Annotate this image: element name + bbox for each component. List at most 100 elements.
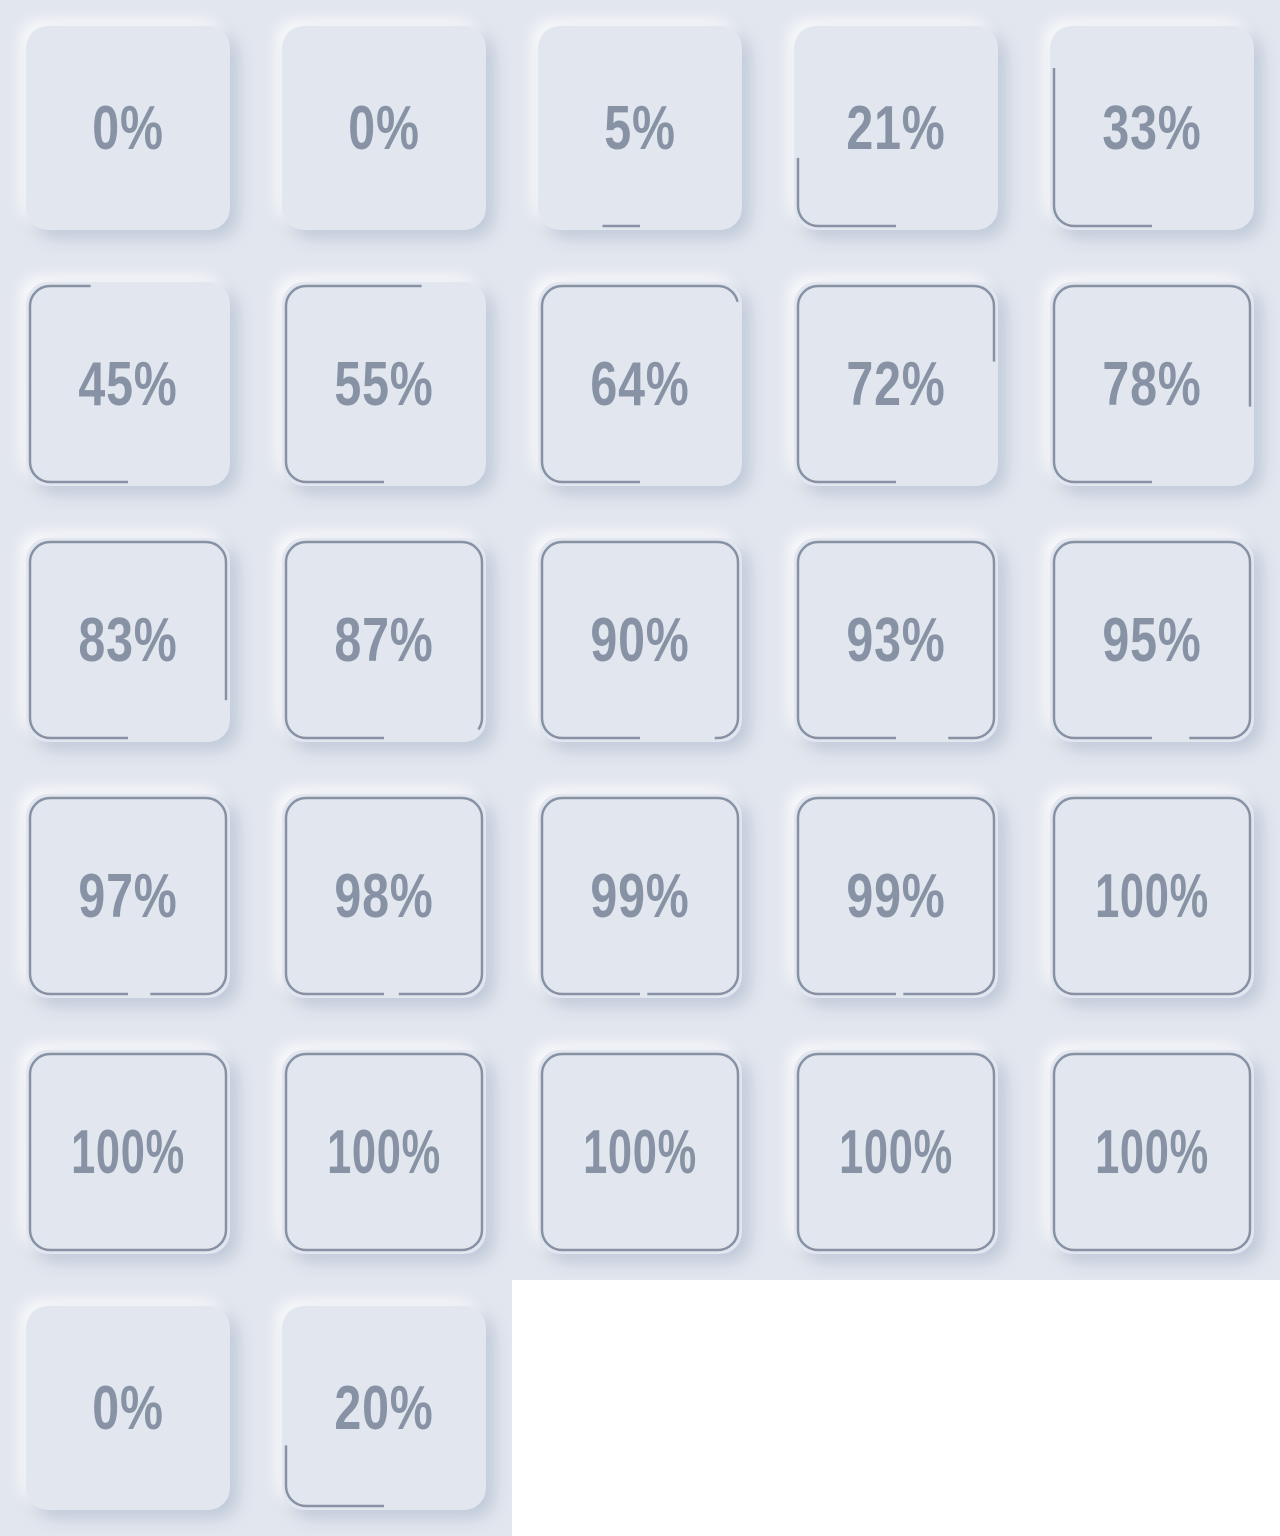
progress-arc	[28, 796, 228, 996]
progress-indicator-tile: 0%	[282, 26, 486, 230]
progress-percentage-label: 72%	[846, 349, 946, 419]
progress-border	[28, 540, 228, 740]
progress-indicator-tile: 97%	[26, 794, 230, 998]
progress-indicator-tile: 93%	[794, 538, 998, 742]
progress-percentage-label: 33%	[1102, 93, 1202, 163]
progress-percentage-label: 0%	[92, 93, 164, 163]
progress-arc	[1052, 1052, 1252, 1252]
progress-border	[796, 284, 996, 484]
progress-border	[540, 1052, 740, 1252]
progress-border	[796, 1052, 996, 1252]
progress-border	[1052, 284, 1252, 484]
progress-arc	[1052, 796, 1252, 996]
progress-indicator-tile: 95%	[1050, 538, 1254, 742]
progress-percentage-label: 100%	[1095, 1117, 1209, 1187]
progress-border	[1052, 796, 1252, 996]
progress-indicator-tile: 100%	[794, 1050, 998, 1254]
progress-indicator-tile: 100%	[26, 1050, 230, 1254]
progress-indicator-tile: 90%	[538, 538, 742, 742]
progress-border	[284, 1052, 484, 1252]
progress-indicator-tile: 45%	[26, 282, 230, 486]
progress-percentage-label: 93%	[846, 605, 946, 675]
progress-border	[540, 284, 740, 484]
progress-border	[1052, 540, 1252, 740]
progress-percentage-label: 99%	[590, 861, 690, 931]
progress-percentage-label: 55%	[334, 349, 434, 419]
progress-percentage-label: 90%	[590, 605, 690, 675]
progress-indicator-tile: 20%	[282, 1306, 486, 1510]
progress-border	[284, 1308, 484, 1508]
progress-border	[540, 540, 740, 740]
progress-indicator-tile: 100%	[538, 1050, 742, 1254]
progress-percentage-label: 0%	[92, 1373, 164, 1443]
progress-percentage-label: 100%	[71, 1117, 185, 1187]
progress-percentage-label: 100%	[1095, 861, 1209, 931]
progress-indicator-tile: 55%	[282, 282, 486, 486]
progress-border	[28, 1052, 228, 1252]
progress-indicator-tile: 99%	[538, 794, 742, 998]
progress-arc	[796, 1052, 996, 1252]
progress-indicator-tile: 100%	[1050, 1050, 1254, 1254]
progress-percentage-label: 0%	[348, 93, 420, 163]
progress-indicator-tile: 100%	[1050, 794, 1254, 998]
progress-border	[796, 28, 996, 228]
progress-indicator-tile: 98%	[282, 794, 486, 998]
progress-percentage-label: 99%	[846, 861, 946, 931]
progress-arc	[28, 284, 228, 484]
progress-percentage-label: 78%	[1102, 349, 1202, 419]
progress-arc	[540, 284, 740, 484]
progress-border	[1052, 1052, 1252, 1252]
progress-percentage-label: 97%	[78, 861, 178, 931]
progress-indicator-tile: 0%	[26, 26, 230, 230]
progress-arc	[1052, 284, 1252, 484]
progress-percentage-label: 45%	[78, 349, 178, 419]
progress-indicator-tile: 87%	[282, 538, 486, 742]
progress-percentage-label: 87%	[334, 605, 434, 675]
progress-border	[284, 796, 484, 996]
progress-arc	[284, 540, 484, 740]
progress-indicator-tile: 5%	[538, 26, 742, 230]
progress-arc	[796, 284, 996, 484]
progress-indicator-tile: 0%	[26, 1306, 230, 1510]
progress-arc	[284, 1052, 484, 1252]
progress-indicator-tile: 21%	[794, 26, 998, 230]
progress-indicator-tile: 100%	[282, 1050, 486, 1254]
progress-arc	[284, 284, 484, 484]
progress-arc	[540, 796, 740, 996]
progress-arc	[1052, 28, 1252, 228]
progress-arc	[796, 28, 996, 228]
progress-arc	[540, 1052, 740, 1252]
progress-indicator-tile: 72%	[794, 282, 998, 486]
progress-border	[28, 796, 228, 996]
progress-indicator-tile: 33%	[1050, 26, 1254, 230]
progress-border	[1052, 28, 1252, 228]
progress-border	[28, 284, 228, 484]
progress-indicator-tile: 83%	[26, 538, 230, 742]
progress-border	[284, 540, 484, 740]
progress-indicator-tile: 64%	[538, 282, 742, 486]
progress-percentage-label: 5%	[604, 93, 676, 163]
progress-percentage-label: 100%	[583, 1117, 697, 1187]
progress-arc	[540, 540, 740, 740]
progress-arc	[28, 540, 228, 740]
progress-border	[284, 284, 484, 484]
progress-indicator-tile: 99%	[794, 794, 998, 998]
progress-indicator-tile: 78%	[1050, 282, 1254, 486]
progress-arc	[284, 1308, 484, 1508]
progress-arc	[796, 796, 996, 996]
progress-percentage-label: 100%	[839, 1117, 953, 1187]
progress-arc	[796, 540, 996, 740]
progress-percentage-label: 20%	[334, 1373, 434, 1443]
progress-border	[540, 796, 740, 996]
progress-percentage-label: 98%	[334, 861, 434, 931]
progress-percentage-label: 100%	[327, 1117, 441, 1187]
progress-percentage-label: 95%	[1102, 605, 1202, 675]
progress-arc	[28, 1052, 228, 1252]
progress-percentage-label: 83%	[78, 605, 178, 675]
progress-arc	[284, 796, 484, 996]
progress-arc	[1052, 540, 1252, 740]
progress-percentage-label: 64%	[590, 349, 690, 419]
progress-border	[796, 796, 996, 996]
progress-border	[796, 540, 996, 740]
progress-percentage-label: 21%	[846, 93, 946, 163]
